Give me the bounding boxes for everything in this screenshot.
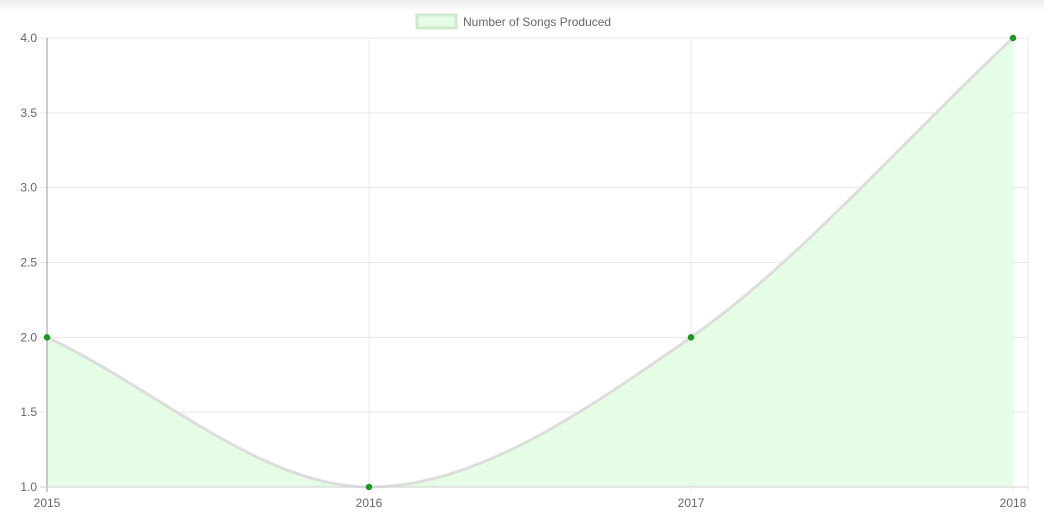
x-tick-label: 2017: [678, 496, 705, 510]
x-tick-label: 2018: [1000, 496, 1027, 510]
data-point[interactable]: [43, 334, 51, 341]
legend-swatch[interactable]: [415, 13, 458, 30]
top-shadow: [0, 0, 1044, 12]
y-tick-label: 2.5: [20, 256, 37, 270]
y-tick-label: 1.5: [20, 405, 37, 419]
y-tick-label: 3.0: [20, 181, 37, 195]
data-point[interactable]: [687, 334, 695, 341]
x-tick-label: 2015: [34, 496, 61, 510]
ticks-layer: 1.0 1.5 2.0 2.5 3.0 3.5 4.0 2015 2016 2017 2018: [20, 31, 1026, 510]
x-tick-label: 2016: [356, 496, 383, 510]
axes-layer: [40, 38, 1028, 492]
y-tick-label: 1.0: [20, 480, 37, 494]
data-point[interactable]: [1009, 34, 1017, 42]
data-point[interactable]: [365, 483, 373, 491]
area-fill: [47, 38, 1013, 487]
y-tick-label: 2.0: [20, 330, 37, 344]
points-layer: [43, 34, 1017, 491]
legend[interactable]: Number of Songs Produced: [415, 13, 611, 30]
y-tick-label: 4.0: [20, 31, 37, 45]
y-tick-label: 3.5: [20, 106, 37, 120]
series-line: [46, 36, 1015, 489]
legend-label[interactable]: Number of Songs Produced: [463, 15, 611, 29]
